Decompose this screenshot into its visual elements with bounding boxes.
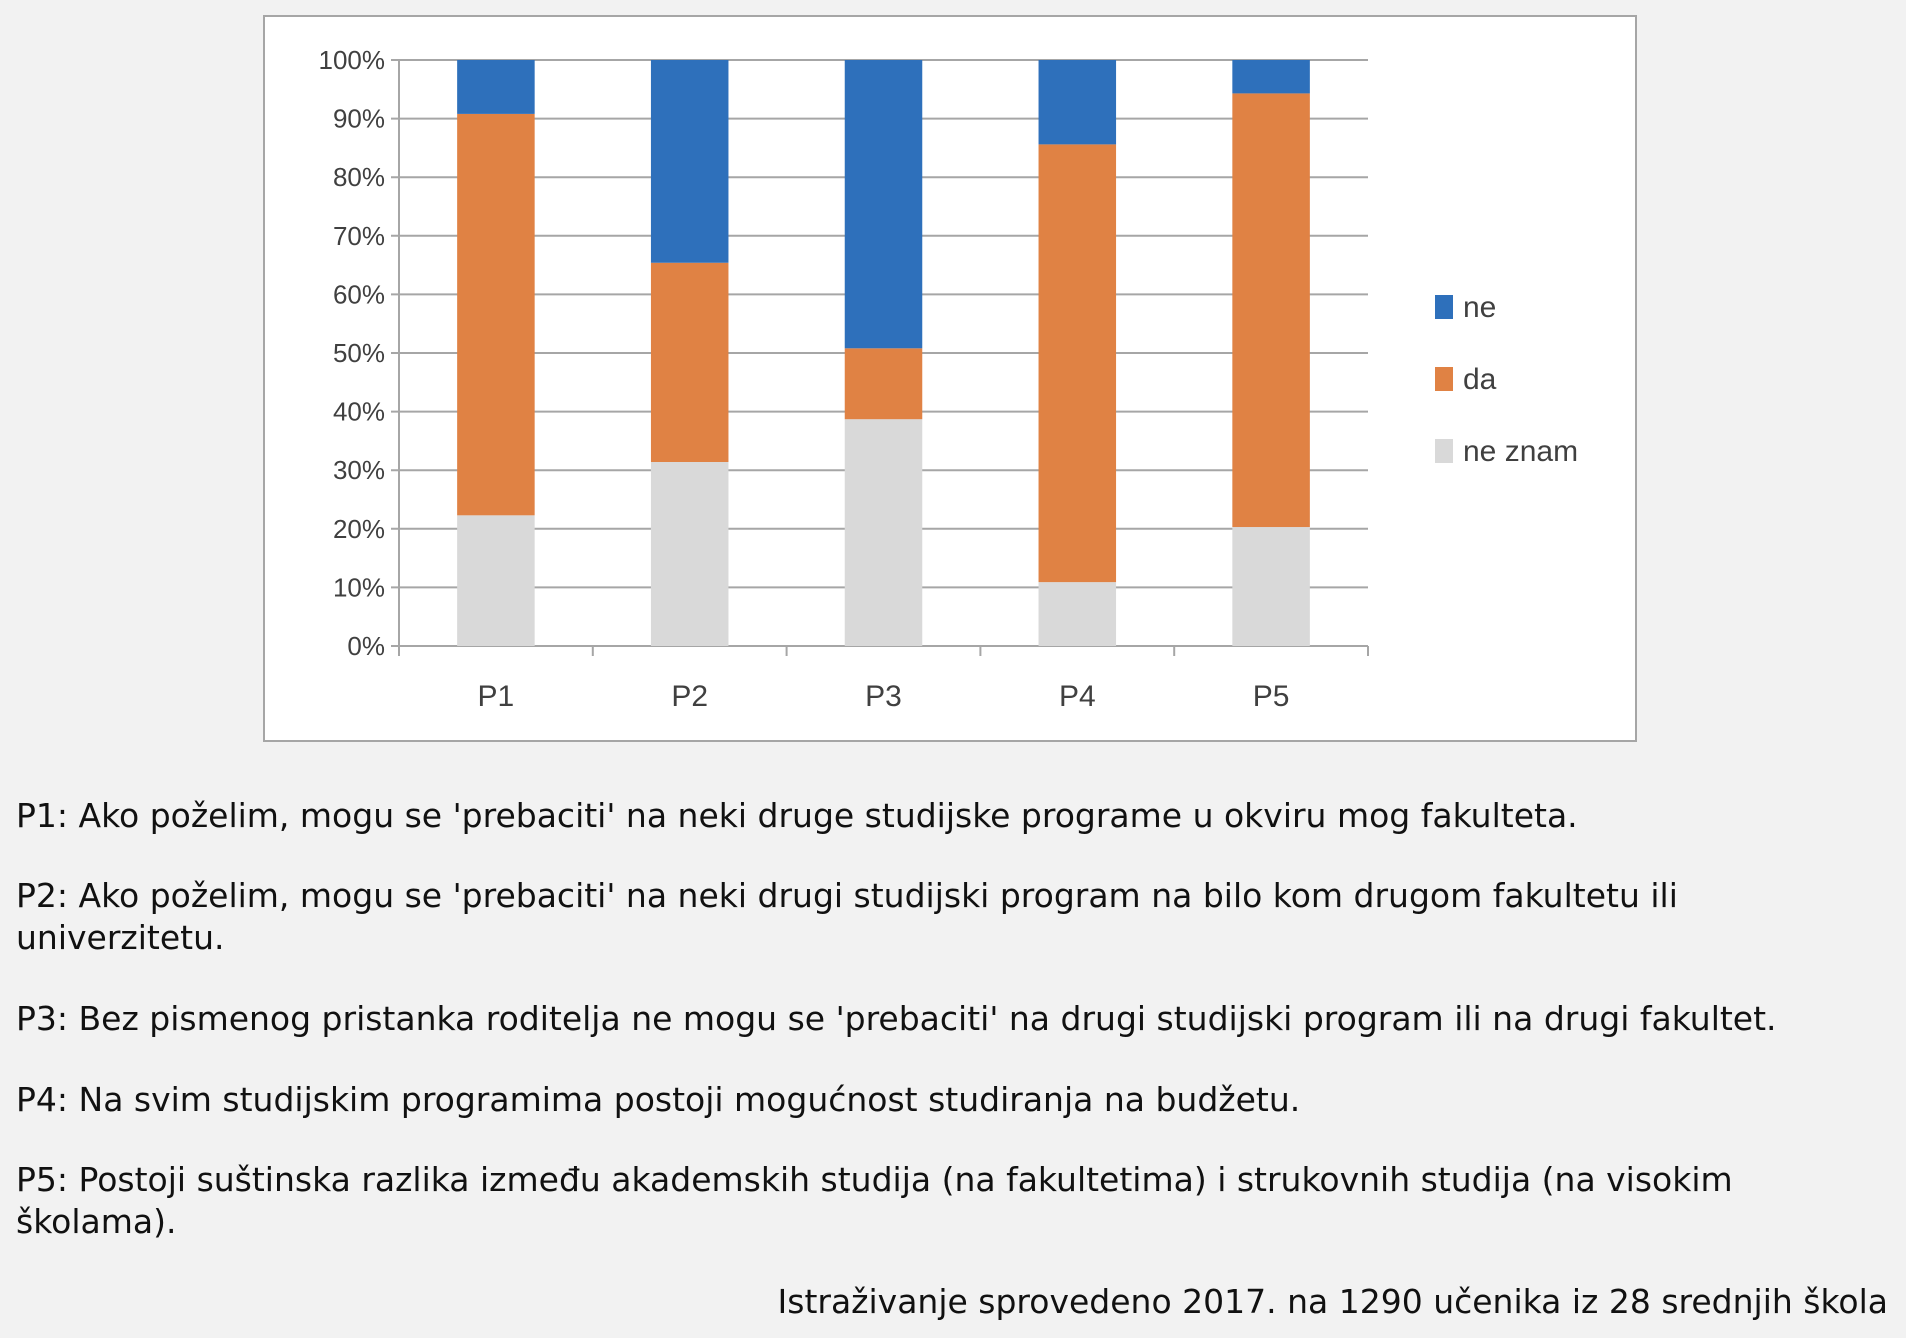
- y-tick-label: 60%: [333, 279, 385, 309]
- y-tick-label: 80%: [333, 162, 385, 192]
- bar-ne-P2: [650, 60, 729, 263]
- note-p2: P2: Ako poželim, mogu se 'prebaciti' na …: [16, 876, 1678, 957]
- legend-swatch-ne: [1435, 295, 1453, 319]
- bar-ne-znam-P5: [1232, 527, 1310, 646]
- bar-da-P4: [1038, 144, 1117, 583]
- legend-swatch-da: [1435, 367, 1453, 391]
- note-p1: P1: Ako poželim, mogu se 'prebaciti' na …: [16, 796, 1578, 835]
- legend-label: ne: [1463, 291, 1496, 324]
- x-tick-label: P2: [671, 680, 708, 713]
- bar-ne-P1: [457, 60, 535, 114]
- bar-ne-znam-P3: [844, 419, 923, 646]
- legend-swatch-ne-znam: [1435, 439, 1453, 463]
- x-tick-label: P5: [1253, 680, 1290, 713]
- bar-ne-znam-P4: [1038, 582, 1117, 646]
- bar-da-P3: [844, 348, 923, 420]
- y-tick-label: 90%: [333, 104, 385, 134]
- y-tick-label: 20%: [333, 514, 385, 544]
- stacked-bar-chart: 0% 10% 20% 30% 40% 50% 60% 70% 80% 90% 100% P1 P2 P3 P…: [319, 45, 1579, 713]
- legend-label: da: [1463, 363, 1497, 396]
- y-tick-label: 10%: [333, 572, 385, 602]
- chart-container: 0% 10% 20% 30% 40% 50% 60% 70% 80% 90% 100% P1 P2 P3 P…: [263, 15, 1637, 742]
- bar-ne-znam-P1: [457, 515, 535, 646]
- bar-ne-P4: [1038, 60, 1117, 145]
- bar-ne-znam-P2: [650, 461, 729, 646]
- y-tick-label: 50%: [333, 338, 385, 368]
- bar-da-P5: [1232, 93, 1310, 528]
- y-tick-label: 0%: [347, 631, 385, 661]
- source-note: Istraživanje sprovedeno 2017. na 1290 uč…: [777, 1282, 1888, 1321]
- x-tick-label: P3: [865, 680, 902, 713]
- bar-da-P2: [650, 262, 729, 462]
- x-tick-label: P4: [1059, 680, 1096, 713]
- y-tick-label: 70%: [333, 221, 385, 251]
- bar-ne-P5: [1232, 60, 1310, 94]
- y-tick-label: 30%: [333, 455, 385, 485]
- x-tick-label: P1: [478, 680, 515, 713]
- bar-ne-P3: [844, 60, 923, 349]
- y-tick-label: 40%: [333, 397, 385, 427]
- bar-da-P1: [457, 113, 535, 516]
- note-p5: P5: Postoji suštinska razlika između aka…: [16, 1160, 1733, 1241]
- legend-label: ne znam: [1463, 435, 1578, 468]
- note-p4: P4: Na svim studijskim programima postoj…: [16, 1080, 1301, 1119]
- note-p3: P3: Bez pismenog pristanka roditelja ne …: [16, 999, 1777, 1038]
- y-tick-label: 100%: [319, 45, 386, 75]
